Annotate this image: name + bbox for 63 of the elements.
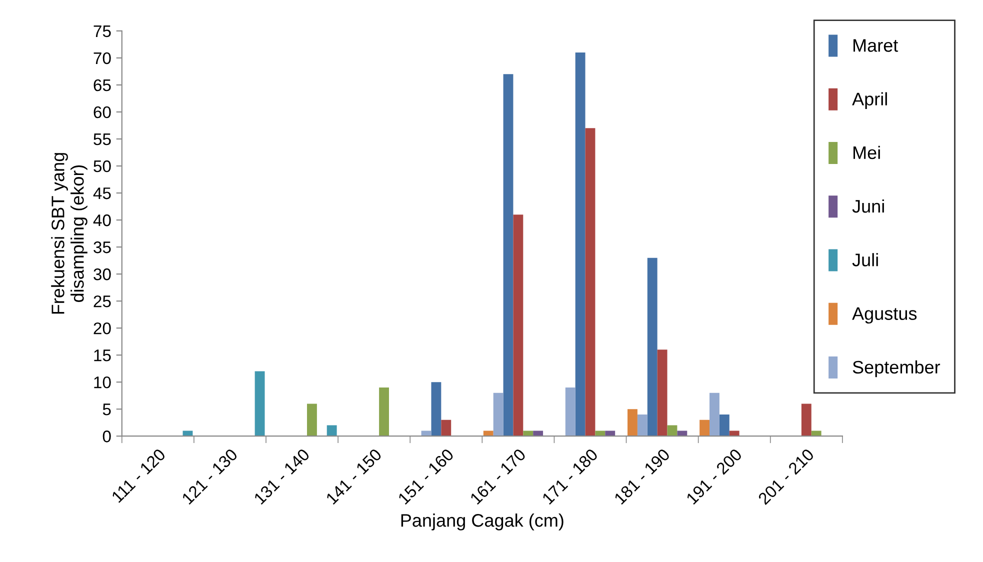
bar <box>503 74 514 436</box>
y-tick-label: 0 <box>102 430 111 442</box>
x-tick-label: 131 - 140 <box>253 448 310 505</box>
y-tick-label: 20 <box>94 322 111 334</box>
legend-label: Mei <box>854 146 880 160</box>
bar <box>483 430 494 436</box>
legend-label: Juli <box>852 253 878 266</box>
y-tick-label: 75 <box>94 25 111 38</box>
bar <box>628 409 638 436</box>
bar <box>533 430 544 436</box>
bar <box>605 430 616 436</box>
legend-label: September <box>852 360 940 378</box>
y-tick-label: 70 <box>94 52 111 64</box>
bar <box>379 387 389 436</box>
x-tick-label: 161 - 170 <box>470 448 526 505</box>
legend-label: April <box>852 92 887 110</box>
legend-label: Juni <box>852 199 884 213</box>
bar <box>595 430 606 436</box>
bar <box>585 128 596 436</box>
y-tick-label: 40 <box>93 214 111 226</box>
y-tick-label: 30 <box>94 268 111 280</box>
x-tick-label: 141 - 150 <box>325 448 382 505</box>
legend-label: Maret <box>854 39 898 52</box>
bar <box>729 430 740 436</box>
y-tick-label: 55 <box>94 134 111 146</box>
bar <box>565 387 576 436</box>
bar <box>493 392 504 436</box>
bar <box>657 350 668 436</box>
x-tick-label: 201 - 210 <box>758 448 815 506</box>
bar <box>326 425 337 436</box>
bar <box>254 371 265 436</box>
x-tick-label: 111 - 120 <box>111 448 166 504</box>
x-tick-label: 181 - 190 <box>614 448 670 505</box>
y-tick-label: 5 <box>102 404 111 416</box>
bar <box>575 52 586 436</box>
bar <box>513 214 524 436</box>
legend-label: Agustus <box>852 307 917 324</box>
y-tick-label: 15 <box>94 350 111 362</box>
bar <box>523 430 534 436</box>
bar <box>637 414 648 436</box>
bar <box>700 420 710 436</box>
x-tick-label: 121 - 130 <box>181 448 238 505</box>
bar <box>306 404 317 436</box>
y-tick-label: 65 <box>94 79 111 92</box>
bar <box>719 414 730 436</box>
bar <box>801 404 812 436</box>
bar <box>647 258 658 436</box>
y-tick-label: 45 <box>93 188 111 200</box>
bar <box>677 430 688 436</box>
x-tick-label: 191 - 200 <box>686 448 743 505</box>
bar <box>710 392 720 436</box>
y-tick-label: 35 <box>94 241 111 254</box>
y-tick-label: 25 <box>94 295 111 308</box>
x-axis-title: Panjang Cagak (cm) <box>401 514 564 530</box>
bar <box>441 420 452 436</box>
x-tick-label: 171 - 180 <box>542 448 598 505</box>
bar <box>431 382 442 436</box>
y-tick-label: 60 <box>94 106 111 118</box>
y-axis-title: Frekuensi SBT yang disampling (ekor) <box>51 153 88 314</box>
y-tick-label: 10 <box>94 376 111 388</box>
y-tick-label: 50 <box>94 160 111 172</box>
bar <box>811 430 822 436</box>
x-tick-label: 151 - 160 <box>398 448 454 505</box>
